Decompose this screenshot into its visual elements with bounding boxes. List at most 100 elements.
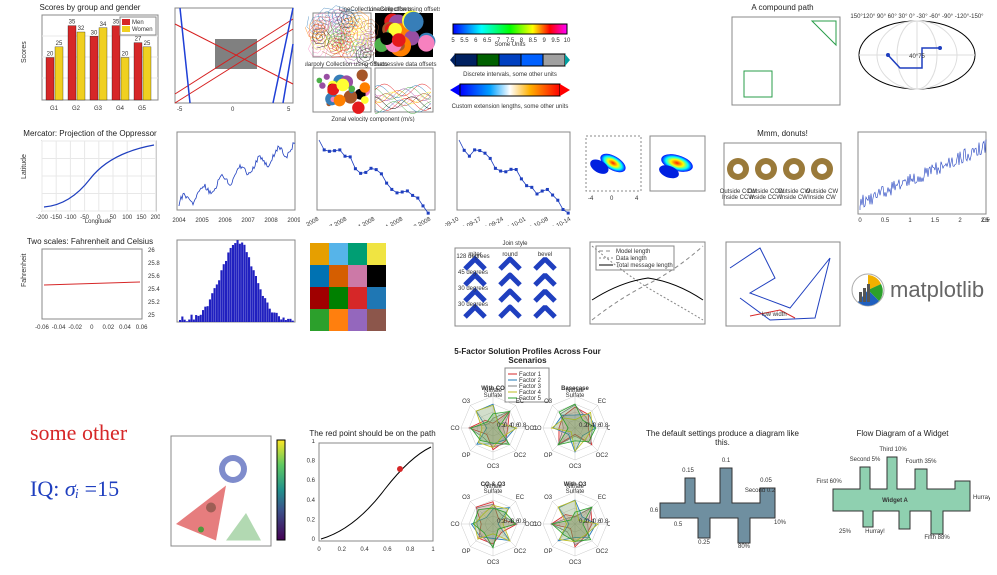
svg-text:0.6: 0.6 [383, 547, 392, 553]
svg-text:0.25: 0.25 [698, 540, 710, 546]
svg-text:0.04: 0.04 [119, 325, 131, 331]
svg-text:OC2: OC2 [596, 548, 609, 554]
text-blue: IQ: σᵢ =15 [30, 476, 160, 502]
svg-text:5.5: 5.5 [460, 38, 469, 44]
sankey1-title: The default settings produce a diagram l… [640, 430, 805, 448]
svg-text:0.1: 0.1 [722, 458, 731, 464]
svg-text:25: 25 [56, 41, 63, 47]
svg-text:OC3: OC3 [569, 464, 582, 470]
svg-text:32: 32 [78, 26, 85, 32]
svg-text:100: 100 [122, 215, 133, 221]
svg-text:2: 2 [958, 218, 962, 224]
spectrum: 00.511.522.5GHz [850, 130, 990, 230]
legend-men: Men [132, 20, 144, 26]
svg-text:0.8: 0.8 [406, 547, 415, 553]
svg-text:-0.06: -0.06 [35, 325, 49, 331]
svg-text:20: 20 [122, 51, 129, 57]
svg-text:9: 9 [543, 38, 547, 44]
svg-text:2006: 2006 [218, 218, 232, 224]
svg-text:40°75: 40°75 [909, 54, 925, 60]
svg-text:OC2: OC2 [514, 548, 527, 554]
svg-text:-4: -4 [588, 196, 594, 202]
svg-text:G4: G4 [116, 106, 125, 112]
svg-text:2008: 2008 [264, 218, 278, 224]
svg-text:0.4: 0.4 [360, 547, 369, 553]
svg-text:25.4: 25.4 [148, 287, 160, 293]
svg-text:Nitrate: Nitrate [566, 388, 584, 394]
svg-text:25: 25 [144, 41, 151, 47]
svg-text:Zonal velocity component (m/s): Zonal velocity component (m/s) [331, 117, 414, 122]
svg-text:30: 30 [91, 30, 98, 36]
svg-text:OC3: OC3 [487, 560, 500, 566]
svg-text:25.6: 25.6 [148, 274, 160, 280]
svg-text:27: 27 [135, 36, 142, 42]
four-panel-collection: LineCollection using offsets LineCollect… [305, 4, 440, 124]
svg-text:O3: O3 [544, 495, 553, 501]
svg-text:25.2: 25.2 [148, 300, 160, 306]
svg-text:6.5: 6.5 [483, 38, 492, 44]
svg-text:Nitrate: Nitrate [484, 388, 502, 394]
histogram [165, 238, 300, 338]
svg-text:0.6: 0.6 [650, 508, 659, 514]
svg-text:0.2: 0.2 [307, 517, 316, 523]
svg-text:0.5: 0.5 [674, 522, 683, 528]
svg-text:2009: 2009 [287, 218, 300, 224]
svg-text:0.8: 0.8 [307, 458, 316, 464]
svg-text:0.06: 0.06 [136, 325, 148, 331]
svg-text:0: 0 [90, 325, 94, 331]
svg-text:Some Units: Some Units [494, 42, 525, 48]
svg-text:GHz: GHz [982, 218, 990, 224]
svg-text:200: 200 [151, 215, 160, 221]
svg-text:80%: 80% [738, 544, 751, 550]
matplotlib-logo: matplotlib [850, 260, 995, 320]
legend-women: Women [132, 27, 153, 33]
stock-iso: 2008-09-102008-09-172008-09-242008-10-01… [445, 130, 575, 230]
svg-text:25.8: 25.8 [148, 261, 160, 267]
twoscales-title: Two scales: Fahrenheit and Celsius [20, 238, 160, 247]
svg-text:-50: -50 [80, 215, 89, 221]
svg-text:150°120° 90° 60° 30° 0° -30° -: 150°120° 90° 60° 30° 0° -30° -60° -90° -… [850, 14, 984, 20]
svg-text:Successive data offsets: Successive data offsets [374, 62, 437, 68]
ellipse-projection: 150°120° 90° 60° 30° 0° -30° -60° -90° -… [850, 10, 985, 115]
svg-text:OP: OP [544, 548, 553, 554]
svg-text:1.5: 1.5 [931, 218, 940, 224]
svg-text:OC2: OC2 [514, 452, 527, 458]
svg-text:0: 0 [610, 196, 614, 202]
svg-text:Latitude: Latitude [21, 154, 28, 179]
svg-text:0.8: 0.8 [600, 519, 609, 525]
redpoint-title: The red point should be on the path [305, 430, 440, 439]
svg-text:2008-09-10: 2008-09-10 [445, 216, 461, 226]
message-length: Model lengthData lengthTotal message len… [580, 238, 710, 338]
svg-text:0.8: 0.8 [518, 519, 527, 525]
svg-text:low width: low width [762, 312, 787, 318]
svg-text:Oct 08 2008: Oct 08 2008 [401, 216, 433, 226]
logo-icon [850, 272, 886, 308]
svg-text:9.5: 9.5 [551, 38, 560, 44]
svg-text:150: 150 [136, 215, 147, 221]
svg-text:Sep 24 2008: Sep 24 2008 [344, 216, 377, 226]
svg-text:Fifth 88%: Fifth 88% [924, 535, 950, 541]
svg-text:30 degrees: 30 degrees [458, 286, 488, 292]
svg-text:CO: CO [533, 426, 542, 432]
svg-text:Hurray!: Hurray! [865, 529, 885, 535]
annotated-text: some other IQ: σᵢ =15 [30, 420, 160, 502]
svg-text:Join style: Join style [502, 241, 528, 247]
random-walk: low width [720, 238, 845, 338]
svg-text:0.8: 0.8 [518, 423, 527, 429]
svg-text:0.2: 0.2 [338, 547, 347, 553]
svg-text:Model length: Model length [616, 249, 650, 255]
svg-text:128 degrees: 128 degrees [456, 254, 489, 260]
svg-text:OC3: OC3 [487, 464, 500, 470]
stock-sep: Sep 10 2008Sep 17 2008Sep 24 2008Oct 01 … [305, 130, 440, 230]
svg-text:Third 10%: Third 10% [879, 447, 907, 453]
svg-text:0.4: 0.4 [307, 498, 316, 504]
svg-text:OP: OP [544, 452, 553, 458]
mercator: Mercator: Projection of the Oppressor Lo… [20, 130, 160, 230]
svg-text:CO: CO [533, 522, 542, 528]
svg-text:-5: -5 [177, 107, 183, 112]
two-scales: Two scales: Fahrenheit and Celsius Fahre… [20, 238, 160, 338]
svg-text:Data length: Data length [616, 256, 647, 262]
svg-text:OC3: OC3 [569, 560, 582, 566]
svg-text:Sep 10 2008: Sep 10 2008 [305, 216, 321, 226]
stock-long: 200420052006200720082009 [165, 130, 300, 230]
